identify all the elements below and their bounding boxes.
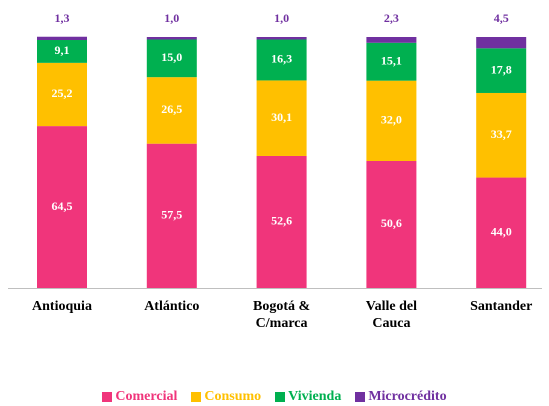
legend-label: Vivienda — [288, 389, 342, 404]
bar-segment — [146, 77, 197, 144]
legend-item: Vivienda — [275, 389, 341, 405]
value-label: 50,6 — [381, 216, 402, 230]
legend-item: Consumo — [191, 389, 261, 405]
value-label: 52,6 — [271, 214, 292, 228]
bar-segment — [37, 126, 87, 288]
bar-segment — [146, 37, 197, 40]
value-label: 15,1 — [381, 53, 402, 67]
x-tick-label: Santander — [470, 299, 533, 314]
bar-segment — [256, 37, 307, 40]
bar-segment — [146, 39, 197, 78]
value-label: 9,1 — [55, 43, 70, 57]
bar-segment — [476, 177, 527, 288]
value-label: 25,2 — [52, 86, 73, 100]
legend-swatch — [355, 392, 366, 402]
value-label: 4,5 — [494, 11, 509, 25]
value-label: 26,5 — [161, 102, 182, 116]
legend-swatch — [191, 392, 202, 402]
bar-segment — [146, 143, 197, 288]
bar-segment — [366, 42, 417, 81]
value-label: 44,0 — [491, 225, 512, 239]
value-label: 17,8 — [491, 62, 512, 76]
bar-segment — [37, 62, 87, 127]
value-label: 33,7 — [491, 127, 512, 141]
x-tick-label: Antioquia — [32, 299, 92, 314]
legend-item: Microcrédito — [355, 389, 447, 405]
x-tick-label: Atlántico — [144, 299, 200, 314]
legend-label: Microcrédito — [368, 389, 447, 404]
bar-segment — [366, 160, 417, 288]
x-tick-label: Bogotá & C/marca — [253, 299, 311, 331]
value-label: 30,1 — [271, 110, 292, 124]
value-label: 1,3 — [55, 11, 70, 25]
bar-segment — [366, 80, 417, 161]
value-label: 57,5 — [161, 208, 182, 222]
bar-segment — [37, 40, 87, 63]
bar-segment — [476, 48, 527, 93]
x-tick-label: Valle del Cauca — [365, 299, 417, 331]
value-label: 1,0 — [164, 11, 179, 25]
value-label: 32,0 — [381, 113, 402, 127]
bar-segment — [476, 37, 527, 49]
value-label: 64,5 — [52, 199, 73, 213]
bar-segment — [37, 36, 87, 41]
bar-segment — [256, 39, 307, 81]
value-label: 16,3 — [271, 52, 292, 66]
bar-segment — [256, 155, 307, 288]
value-label: 1,0 — [274, 11, 289, 25]
legend-swatch — [275, 392, 286, 402]
value-label: 15,0 — [161, 50, 182, 64]
legend-label: Consumo — [204, 389, 262, 404]
legend-item: Comercial — [102, 389, 177, 405]
legend-swatch — [102, 392, 113, 402]
bar-segment — [366, 37, 417, 43]
legend: Comercial Consumo Vivienda Microcrédito — [0, 389, 549, 405]
legend-label: Comercial — [115, 389, 178, 404]
bar-segment — [476, 92, 527, 178]
bar-segment — [256, 80, 307, 156]
value-label: 2,3 — [384, 11, 399, 25]
